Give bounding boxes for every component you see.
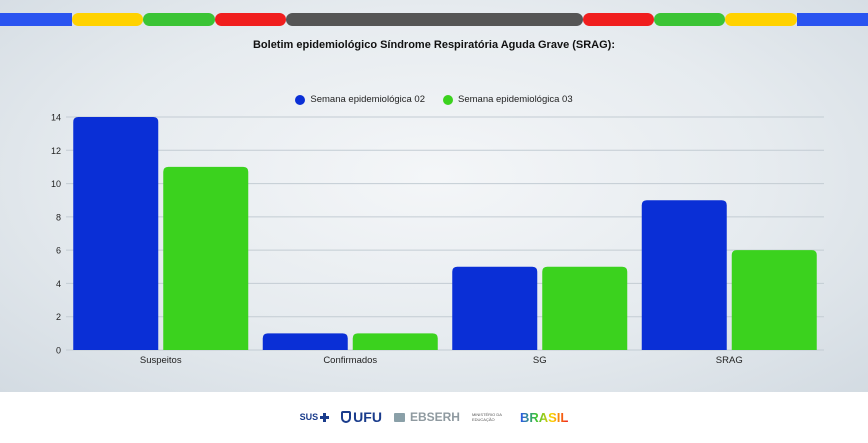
bar-2-suspeitos: [163, 166, 249, 350]
ministerio-educacao-logo: MINISTÉRIO DA EDUCAÇÃO: [471, 412, 502, 422]
y-tick-label: 0: [56, 346, 61, 356]
legend-label-series-1: Semana epidemiológica 02: [310, 94, 425, 105]
stripe-segment: [72, 13, 143, 26]
y-tick-label: 10: [51, 179, 61, 189]
sus-logo: SUS: [300, 412, 330, 422]
chart-title: Boletim epidemiológico Síndrome Respirat…: [252, 39, 616, 51]
chart-legend: Semana epidemiológica 02 Semana epidemio…: [0, 94, 868, 105]
y-tick-label: 8: [56, 212, 61, 222]
chart-panel: Boletim epidemiológico Síndrome Respirat…: [0, 0, 868, 392]
legend-item-series-2[interactable]: Semana epidemiológica 03: [443, 94, 573, 105]
stripe-segment: [0, 13, 72, 26]
bar-2-confirmados: [352, 333, 438, 350]
y-tick-label: 2: [56, 312, 61, 322]
x-tick-label: Confirmados: [323, 355, 377, 366]
stripe-segment: [725, 13, 797, 26]
bar-chart-plot: 0 2 4 6 8 10 12 14 Suspeitos Confirmados SG SRAG: [51, 113, 824, 366]
x-tick-label: Suspeitos: [140, 355, 182, 366]
bar-1-confirmados: [262, 333, 348, 350]
y-tick-label: 12: [51, 146, 61, 156]
stripe-segment: [654, 13, 725, 26]
ebserh-logo: EBSERH: [393, 410, 460, 424]
stripe-segment: [143, 13, 215, 26]
governo-brasil-logo: BRASIL: [519, 409, 569, 425]
footer-logos: SUS UFU EBSERH MINISTÉRIO DA EDUCAÇÃO BR…: [0, 404, 868, 430]
legend-item-series-1[interactable]: Semana epidemiológica 02: [295, 94, 425, 105]
y-tick-label: 4: [56, 279, 61, 289]
x-tick-label: SRAG: [716, 355, 743, 366]
stripe-segment: [215, 13, 286, 26]
decorative-color-stripe: [0, 13, 868, 26]
ufu-logo: UFU: [341, 409, 382, 425]
stripe-segment: [286, 13, 583, 26]
bar-1-sg: [452, 266, 538, 350]
stripe-segment: [797, 13, 868, 26]
y-tick-label: 14: [51, 113, 61, 123]
legend-label-series-2: Semana epidemiológica 03: [458, 94, 573, 105]
legend-marker-series-2: [443, 94, 453, 105]
bar-2-srag: [731, 250, 817, 350]
bar-1-suspeitos: [73, 117, 159, 350]
bar-2-sg: [542, 266, 628, 350]
legend-marker-series-1: [295, 94, 306, 105]
bar-1-srag: [641, 200, 727, 350]
x-tick-label: SG: [533, 355, 547, 366]
stripe-segment: [583, 13, 654, 26]
y-tick-label: 6: [56, 246, 61, 256]
